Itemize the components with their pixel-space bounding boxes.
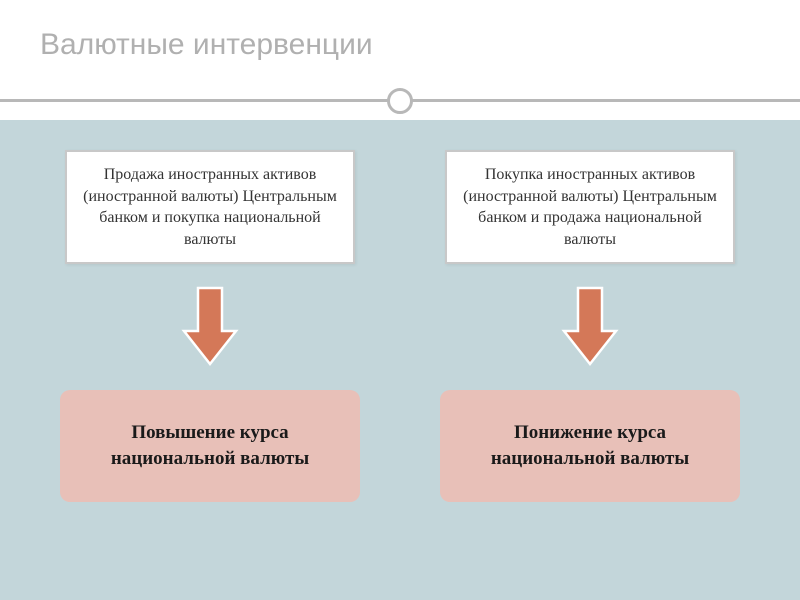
page-title: Валютные интервенции xyxy=(40,28,760,62)
right-arrow-container xyxy=(560,286,620,368)
header-area: Валютные интервенции xyxy=(0,0,800,120)
content-area: Продажа иностранных активов (иностранной… xyxy=(0,120,800,600)
right-column: Покупка иностранных активов (иностранной… xyxy=(430,150,750,570)
left-arrow-container xyxy=(180,286,240,368)
circle-marker-icon xyxy=(387,88,413,114)
arrow-down-icon xyxy=(180,286,240,368)
arrow-down-icon xyxy=(560,286,620,368)
left-column: Продажа иностранных активов (иностранной… xyxy=(50,150,370,570)
right-result-box: Понижение курса национальной валюты xyxy=(440,390,740,501)
right-description-box: Покупка иностранных активов (иностранной… xyxy=(445,150,735,264)
left-result-box: Повышение курса национальной валюты xyxy=(60,390,360,501)
left-description-box: Продажа иностранных активов (иностранной… xyxy=(65,150,355,264)
